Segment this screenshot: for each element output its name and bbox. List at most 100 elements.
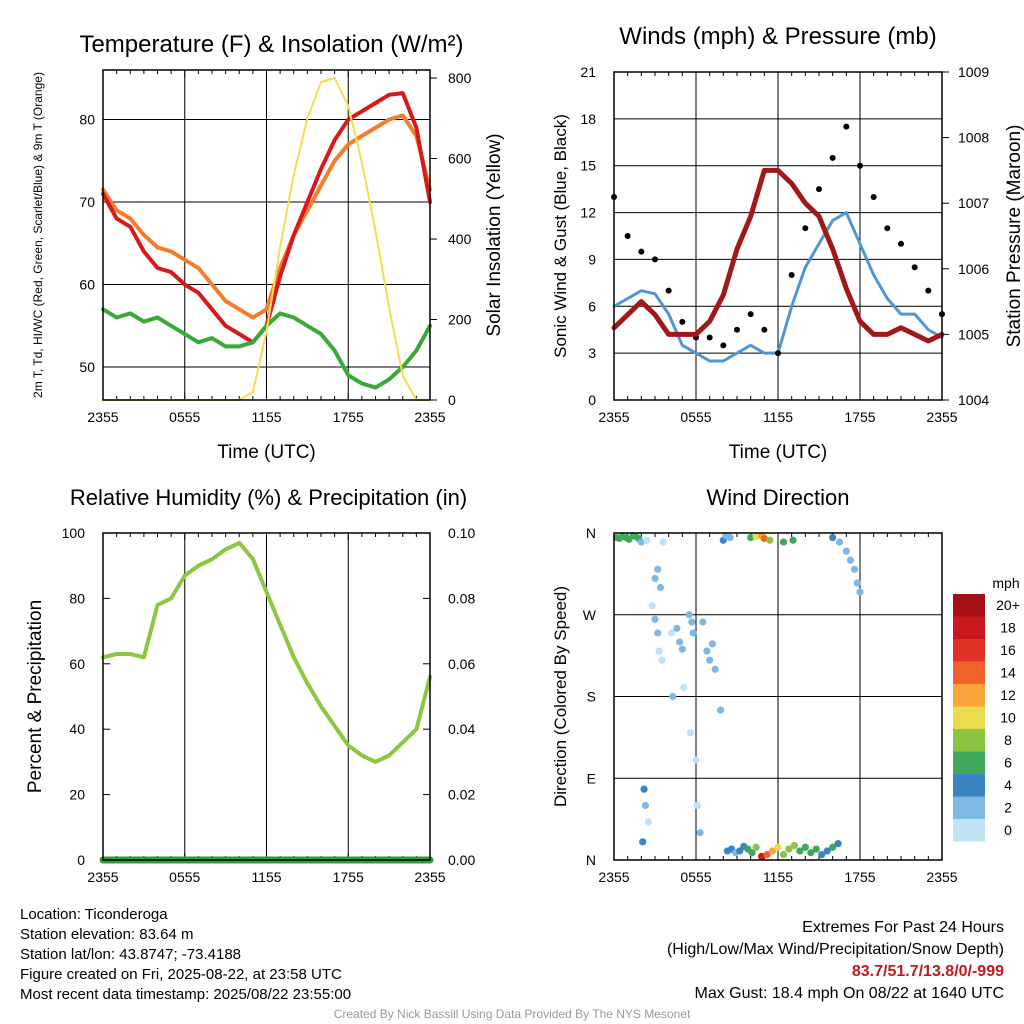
y-tick-label-left: 9 <box>588 251 596 267</box>
gust-point <box>898 240 904 247</box>
x-axis-label: Time (UTC) <box>217 442 316 463</box>
gust-point <box>624 233 631 239</box>
chart-title: Relative Humidity (%) & Precipitation (i… <box>70 485 467 510</box>
gust-point <box>747 311 754 318</box>
direction-point <box>812 845 820 853</box>
x-tick-label: 2355 <box>414 869 445 885</box>
x-tick-label: 2355 <box>926 409 957 425</box>
y-tick-label-left: 21 <box>580 64 596 80</box>
colorbar-label: 0 <box>1004 822 1012 838</box>
direction-point <box>835 538 844 546</box>
station-latlon: Station lat/lon: 43.8747; -73.4188 <box>20 946 242 963</box>
y-tick-label-right: 1007 <box>958 195 989 211</box>
colorbar-label: 6 <box>1004 755 1012 771</box>
direction-point <box>654 629 662 637</box>
y-tick-label-left: 80 <box>79 112 95 128</box>
x-tick-label: 1755 <box>333 409 364 425</box>
direction-point <box>760 534 768 543</box>
direction-point <box>673 624 681 632</box>
y-tick-label-right: 1009 <box>958 64 989 80</box>
gust-point <box>870 193 877 200</box>
gust-point <box>775 350 781 357</box>
direction-point <box>703 647 711 655</box>
direction-point <box>785 845 793 853</box>
direction-point <box>639 838 647 846</box>
chart-title: Wind Direction <box>706 485 849 510</box>
y-tick-label-right: 0.10 <box>448 525 475 541</box>
y-tick-label-left: 70 <box>79 194 95 210</box>
direction-point <box>655 647 663 655</box>
y-tick-label-left: 15 <box>580 158 596 174</box>
recent-timestamp: Most recent data timestamp: 2025/08/22 2… <box>20 986 352 1003</box>
x-tick-label: 1155 <box>251 409 281 425</box>
direction-point <box>774 843 782 851</box>
colorbar-unit: mph <box>992 575 1019 591</box>
x-axis-label: Time (UTC) <box>729 442 828 463</box>
x-tick-label: 1155 <box>251 869 281 885</box>
colorbar-label: 2 <box>1004 800 1012 816</box>
gust-point <box>638 248 645 255</box>
direction-point <box>818 850 826 859</box>
direction-point <box>699 618 707 626</box>
direction-point <box>667 629 676 637</box>
colorbar-swatch <box>953 751 985 774</box>
plot-border <box>613 532 943 861</box>
extremes-panel: Extremes For Past 24 Hours (High/Low/Max… <box>667 917 1004 1005</box>
direction-point <box>689 629 697 637</box>
colorbar-swatch <box>953 706 985 729</box>
colorbar-label: 4 <box>1004 777 1012 793</box>
x-tick-label: 1755 <box>333 869 364 885</box>
y-tick-label-right: 800 <box>448 70 472 86</box>
y-tick-label-left: 12 <box>580 205 596 221</box>
y-tick-label-left: 0 <box>77 852 85 868</box>
x-tick-label: 0555 <box>680 409 711 425</box>
y-tick-label-left: 6 <box>588 298 596 314</box>
direction-point <box>656 583 665 592</box>
colorbar-swatch <box>953 661 985 684</box>
colorbar-swatch <box>953 729 985 752</box>
direction-point <box>748 849 756 857</box>
y-axis-label-right: Station Pressure (Maroon) <box>1004 125 1024 348</box>
direction-point <box>651 574 659 583</box>
y-tick-label-left: 50 <box>79 359 95 375</box>
direction-point <box>807 849 815 857</box>
direction-point <box>654 565 662 573</box>
y-tick-label-right: 1004 <box>958 392 989 408</box>
direction-point <box>717 706 725 714</box>
y-tick-label-left: 60 <box>79 277 95 293</box>
direction-point <box>711 665 719 673</box>
direction-point <box>676 638 684 646</box>
gust-point <box>706 334 713 341</box>
y-tick-label-left: 100 <box>62 525 86 541</box>
y-tick-label-right: 0 <box>448 392 456 408</box>
y-tick-label-left: 18 <box>580 111 596 127</box>
direction-point <box>692 756 700 764</box>
direction-point <box>648 602 656 610</box>
direction-point <box>686 729 695 737</box>
station-location: Location: Ticonderoga <box>20 906 168 923</box>
plot-border <box>613 71 943 401</box>
direction-point <box>779 850 788 859</box>
y-tick-label-right: 200 <box>448 312 472 328</box>
x-tick-label: 2355 <box>87 869 118 885</box>
direction-point <box>726 533 734 542</box>
x-tick-label: 1155 <box>763 409 793 425</box>
plot-border <box>102 69 431 401</box>
y-tick-label-left: 3 <box>588 345 596 361</box>
direction-point <box>829 843 837 851</box>
x-tick-label: 2355 <box>414 409 445 425</box>
series-line <box>101 540 432 764</box>
station-elevation: Station elevation: 83.64 m <box>20 926 194 943</box>
direction-point <box>768 847 777 855</box>
colorbar-swatch <box>953 819 985 842</box>
direction-point <box>846 556 855 564</box>
direction-point <box>641 801 650 810</box>
direction-point <box>842 547 850 555</box>
colorbar-label: 14 <box>1000 665 1016 681</box>
gust-point <box>720 342 727 349</box>
y-tick-label-right: 0.02 <box>448 787 475 803</box>
x-tick-label: 0555 <box>680 869 711 885</box>
direction-point <box>801 843 809 851</box>
direction-point <box>779 538 788 546</box>
